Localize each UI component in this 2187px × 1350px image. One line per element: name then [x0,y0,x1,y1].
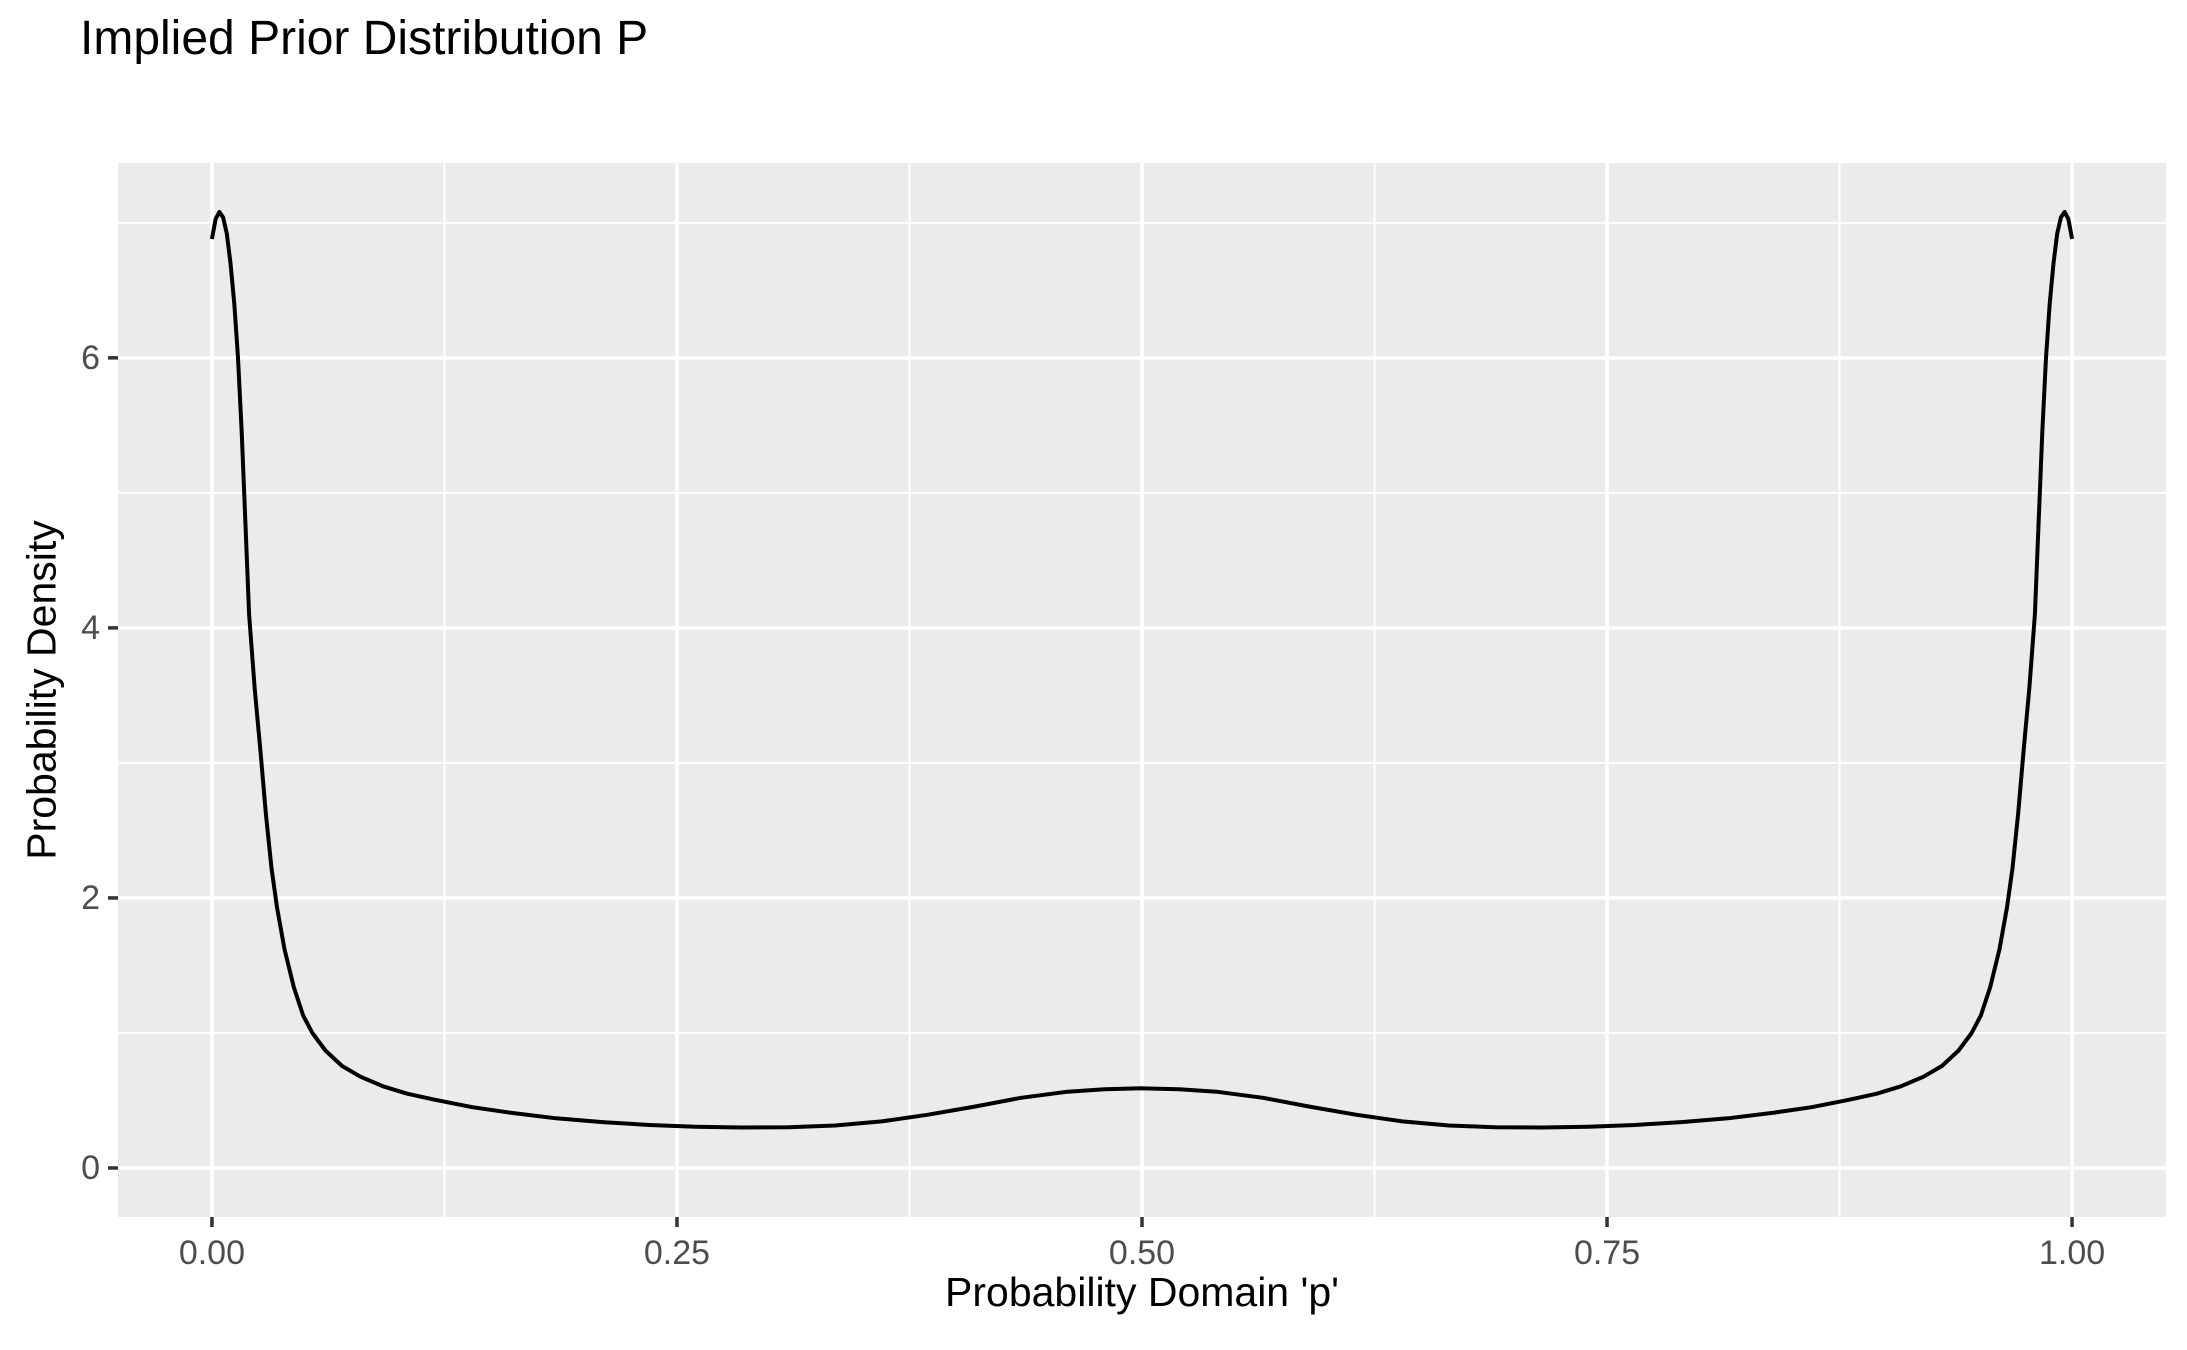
x-tick-label: 1.00 [2038,1234,2106,1272]
y-tick-label: 6 [81,338,100,377]
x-tick-label: 0.00 [178,1234,246,1272]
chart-title: Implied Prior Distribution P [80,12,649,65]
x-tick-label: 0.25 [643,1234,711,1272]
x-tick-label: 0.50 [1108,1234,1176,1272]
y-axis-title: Probability Density [18,520,65,860]
y-tick-label: 0 [81,1148,100,1187]
y-tick-label: 2 [81,878,100,917]
x-tick-label: 0.75 [1573,1234,1641,1272]
y-tick-label: 4 [81,608,100,647]
density-curve [209,210,2075,1130]
x-axis-title: Probability Domain 'p' [945,1269,1339,1315]
